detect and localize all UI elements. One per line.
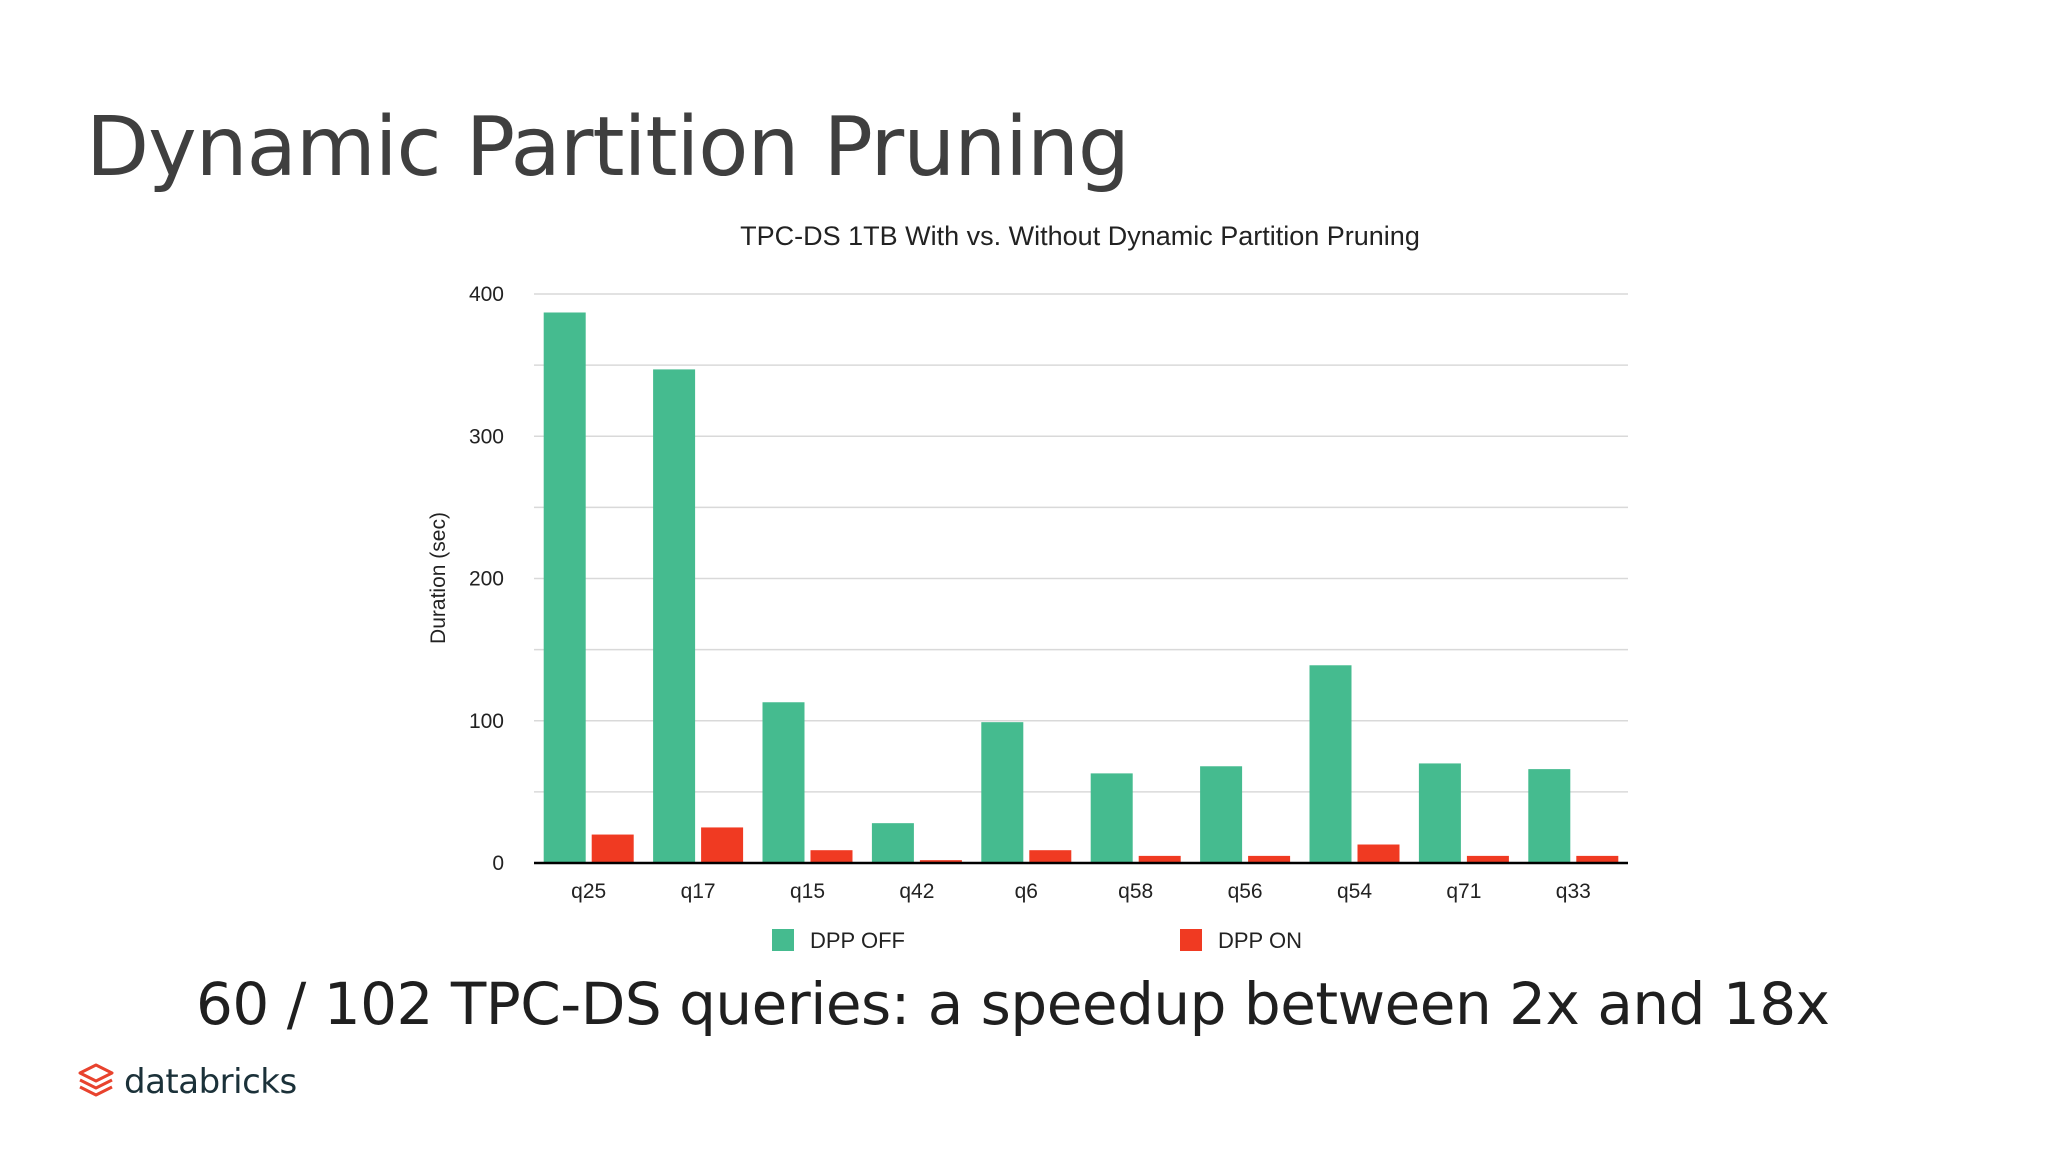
- legend-swatch-dpp-off: [772, 929, 794, 951]
- bar-q15-dpp-on: [810, 850, 853, 863]
- bar-q6-dpp-off: [981, 722, 1024, 863]
- bar-q33-dpp-on: [1576, 855, 1619, 863]
- legend-swatch-dpp-on: [1180, 929, 1202, 951]
- x-tick-label: q17: [681, 880, 716, 903]
- bar-q54-dpp-off: [1309, 665, 1352, 863]
- x-tick-label: q25: [571, 880, 606, 903]
- bar-q58-dpp-off: [1090, 773, 1133, 863]
- legend-label: DPP ON: [1218, 928, 1302, 953]
- bar-q25-dpp-off: [543, 312, 586, 863]
- x-tick-label: q71: [1446, 880, 1481, 903]
- x-tick-label: q33: [1556, 880, 1591, 903]
- chart-container: TPC-DS 1TB With vs. Without Dynamic Part…: [400, 220, 1670, 960]
- bar-q33-dpp-off: [1528, 769, 1571, 863]
- y-tick-label: 200: [469, 568, 504, 591]
- bar-q15-dpp-off: [762, 702, 805, 863]
- x-tick-label: q54: [1337, 880, 1372, 903]
- y-axis-label: Duration (sec): [427, 512, 450, 644]
- slide-title: Dynamic Partition Pruning: [86, 100, 1130, 195]
- bar-q58-dpp-on: [1138, 855, 1181, 863]
- x-tick-label: q6: [1015, 880, 1038, 903]
- bar-q25-dpp-on: [591, 834, 634, 863]
- axes: 0 100 200 300 400 q25 q17 q15 q42 q6 q58 q56 q54 q71 q…: [469, 283, 1628, 903]
- bar-q56-dpp-on: [1248, 855, 1291, 863]
- y-tick-label: 100: [469, 710, 504, 733]
- bar-chart: TPC-DS 1TB With vs. Without Dynamic Part…: [427, 221, 1628, 953]
- legend: DPP OFF DPP ON: [772, 928, 1302, 953]
- y-tick-label: 300: [469, 425, 504, 448]
- gridlines: [534, 293, 1628, 793]
- y-tick-label: 0: [492, 852, 504, 875]
- bar-q42-dpp-off: [871, 823, 914, 863]
- bar-q56-dpp-off: [1200, 766, 1243, 863]
- brand-name: databricks: [124, 1062, 297, 1102]
- bar-q42-dpp-on: [919, 860, 962, 863]
- x-tick-label: q42: [899, 880, 934, 903]
- y-tick-label: 400: [469, 283, 504, 306]
- legend-label: DPP OFF: [810, 928, 905, 953]
- x-tick-label: q56: [1228, 880, 1263, 903]
- bar-q54-dpp-on: [1357, 844, 1400, 863]
- chart-title: TPC-DS 1TB With vs. Without Dynamic Part…: [740, 221, 1420, 251]
- bar-q6-dpp-on: [1029, 850, 1072, 863]
- bar-q17-dpp-off: [653, 369, 696, 863]
- bar-q71-dpp-on: [1466, 855, 1509, 863]
- brand-logo: databricks: [78, 1062, 297, 1102]
- x-tick-label: q58: [1118, 880, 1153, 903]
- x-tick-label: q15: [790, 880, 825, 903]
- databricks-logo-icon: [78, 1063, 114, 1097]
- bar-q17-dpp-on: [701, 827, 744, 863]
- slide-subtitle: 60 / 102 TPC-DS queries: a speedup betwe…: [196, 970, 1830, 1038]
- bars: [543, 312, 1619, 863]
- bar-q71-dpp-off: [1418, 763, 1461, 863]
